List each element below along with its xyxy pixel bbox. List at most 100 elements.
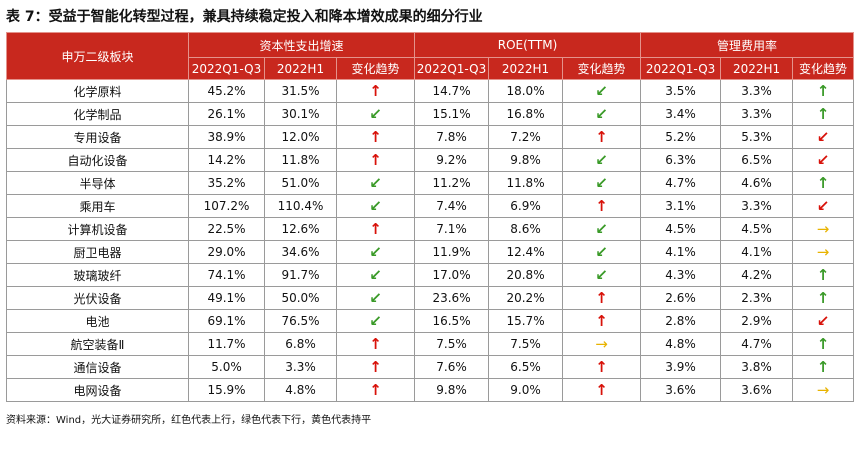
mgmt-expense-value: 3.3% — [720, 194, 794, 218]
roe-value: 7.6% — [414, 355, 490, 379]
table-row: 化学制品 26.1% 30.1% ↙ 15.1% 16.8% ↙ 3.4% 3.3% ↑ — [6, 102, 855, 126]
sub-header: 变化趋势 — [792, 57, 855, 80]
capex-value: 30.1% — [264, 102, 337, 126]
trend-red-down-arrow-icon: ↙ — [816, 150, 830, 169]
table-row: 厨卫电器 29.0% 34.6% ↙ 11.9% 12.4% ↙ 4.1% 4.1% → — [6, 240, 855, 264]
mgmt-expense-value: 2.8% — [640, 309, 722, 333]
trend-green-up-arrow-icon: ↑ — [816, 81, 830, 100]
mgmt-expense-trend: ↑ — [792, 263, 855, 287]
capex-value: 4.8% — [264, 378, 337, 402]
capex-trend: ↑ — [335, 332, 416, 356]
roe-value: 8.6% — [488, 217, 564, 241]
capex-trend: ↙ — [335, 194, 416, 218]
capex-value: 110.4% — [264, 194, 337, 218]
roe-value: 15.1% — [414, 102, 490, 126]
mgmt-expense-value: 4.1% — [640, 240, 722, 264]
trend-down-arrow-icon: ↙ — [369, 104, 382, 123]
trend-down-arrow-icon: ↙ — [595, 242, 608, 261]
trend-green-up-arrow-icon: ↑ — [816, 334, 830, 353]
capex-value: 11.8% — [264, 148, 337, 172]
mgmt-expense-trend: ↑ — [792, 171, 855, 195]
mgmt-expense-trend: ↑ — [792, 286, 855, 310]
capex-value: 76.5% — [264, 309, 337, 333]
mgmt-expense-value: 4.2% — [720, 263, 794, 287]
mgmt-expense-value: 3.1% — [640, 194, 722, 218]
trend-red-down-arrow-icon: ↙ — [816, 127, 830, 146]
roe-value: 16.5% — [414, 309, 490, 333]
sub-header: 变化趋势 — [562, 57, 642, 80]
trend-up-arrow-icon: ↑ — [595, 288, 608, 307]
mgmt-expense-value: 3.3% — [720, 79, 794, 103]
roe-value: 17.0% — [414, 263, 490, 287]
industry-name: 计算机设备 — [6, 217, 189, 241]
trend-up-arrow-icon: ↑ — [595, 380, 608, 399]
mgmt-expense-value: 4.6% — [720, 171, 794, 195]
mgmt-expense-value: 5.2% — [640, 125, 722, 149]
table-row: 航空装备Ⅱ 11.7% 6.8% ↑ 7.5% 7.5% → 4.8% 4.7% ↑ — [6, 332, 855, 356]
roe-trend: ↑ — [562, 194, 642, 218]
roe-value: 15.7% — [488, 309, 564, 333]
capex-trend: ↙ — [335, 286, 416, 310]
capex-value: 34.6% — [264, 240, 337, 264]
trend-down-arrow-icon: ↙ — [595, 81, 608, 100]
roe-value: 7.5% — [488, 332, 564, 356]
roe-trend: ↙ — [562, 171, 642, 195]
trend-flat-arrow-icon: → — [816, 219, 830, 238]
capex-value: 49.1% — [188, 286, 265, 310]
mgmt-expense-value: 2.6% — [640, 286, 722, 310]
mgmt-expense-trend: ↙ — [792, 309, 855, 333]
trend-up-arrow-icon: ↑ — [369, 81, 382, 100]
roe-value: 7.1% — [414, 217, 490, 241]
roe-value: 7.5% — [414, 332, 490, 356]
capex-trend: ↙ — [335, 171, 416, 195]
trend-up-arrow-icon: ↑ — [369, 334, 382, 353]
table-row: 玻璃玻纤 74.1% 91.7% ↙ 17.0% 20.8% ↙ 4.3% 4.2% ↑ — [6, 263, 855, 287]
industry-name: 专用设备 — [6, 125, 189, 149]
capex-value: 51.0% — [264, 171, 337, 195]
mgmt-expense-trend: ↑ — [792, 355, 855, 379]
mgmt-expense-trend: ↑ — [792, 102, 855, 126]
capex-value: 29.0% — [188, 240, 265, 264]
capex-value: 45.2% — [188, 79, 265, 103]
table-row: 自动化设备 14.2% 11.8% ↑ 9.2% 9.8% ↙ 6.3% 6.5% ↙ — [6, 148, 855, 172]
roe-trend: ↙ — [562, 102, 642, 126]
industry-name: 通信设备 — [6, 355, 189, 379]
trend-flat-arrow-icon: → — [816, 380, 830, 399]
roe-value: 6.5% — [488, 355, 564, 379]
roe-value: 16.8% — [488, 102, 564, 126]
roe-trend: ↙ — [562, 217, 642, 241]
industry-name: 乘用车 — [6, 194, 189, 218]
mgmt-expense-trend: ↙ — [792, 148, 855, 172]
mgmt-expense-value: 3.3% — [720, 102, 794, 126]
sub-header: 2022Q1-Q3 — [188, 57, 265, 80]
capex-value: 91.7% — [264, 263, 337, 287]
source-note: 资料来源：Wind，光大证券研究所，红色代表上行，绿色代表下行，黄色代表持平 — [6, 415, 372, 426]
table-row: 电网设备 15.9% 4.8% ↑ 9.8% 9.0% ↑ 3.6% 3.6% → — [6, 378, 855, 402]
roe-value: 11.2% — [414, 171, 490, 195]
table-title: 表 7：受益于智能化转型过程，兼具持续稳定投入和降本增效成果的细分行业 — [6, 9, 483, 25]
trend-green-up-arrow-icon: ↑ — [816, 288, 830, 307]
table-row: 乘用车 107.2% 110.4% ↙ 7.4% 6.9% ↑ 3.1% 3.3% ↙ — [6, 194, 855, 218]
mgmt-expense-value: 3.5% — [640, 79, 722, 103]
capex-value: 69.1% — [188, 309, 265, 333]
trend-green-up-arrow-icon: ↑ — [816, 173, 830, 192]
capex-trend: ↙ — [335, 263, 416, 287]
trend-down-arrow-icon: ↙ — [369, 288, 382, 307]
industry-name: 航空装备Ⅱ — [6, 332, 189, 356]
roe-value: 9.0% — [488, 378, 564, 402]
roe-value: 7.8% — [414, 125, 490, 149]
table-body: 化学原料 45.2% 31.5% ↑ 14.7% 18.0% ↙ 3.5% 3.3% ↑ 化学制品 2… — [6, 79, 855, 402]
mgmt-expense-trend: → — [792, 378, 855, 402]
roe-value: 6.9% — [488, 194, 564, 218]
trend-flat-arrow-icon: → — [595, 334, 608, 353]
trend-up-arrow-icon: ↑ — [595, 357, 608, 376]
sub-header: 2022Q1-Q3 — [640, 57, 722, 80]
sub-header: 2022H1 — [488, 57, 564, 80]
table-row: 电池 69.1% 76.5% ↙ 16.5% 15.7% ↑ 2.8% 2.9% ↙ — [6, 309, 855, 333]
trend-flat-arrow-icon: → — [816, 242, 830, 261]
industry-name: 厨卫电器 — [6, 240, 189, 264]
mgmt-expense-value: 3.4% — [640, 102, 722, 126]
mgmt-expense-trend: → — [792, 217, 855, 241]
capex-trend: ↑ — [335, 378, 416, 402]
trend-down-arrow-icon: ↙ — [369, 265, 382, 284]
